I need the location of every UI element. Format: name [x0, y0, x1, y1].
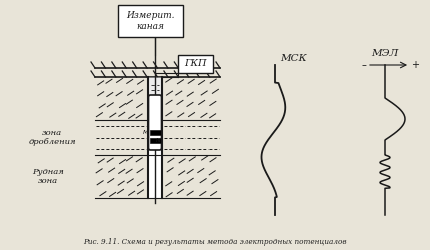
Text: –: – — [361, 60, 366, 70]
Bar — [150, 130, 160, 135]
Text: зона
дробления: зона дробления — [28, 129, 76, 146]
FancyBboxPatch shape — [148, 95, 162, 150]
Bar — [148, 77, 162, 198]
Text: Рудная
зона: Рудная зона — [32, 168, 64, 185]
Text: МЭЛ: МЭЛ — [372, 49, 399, 58]
Text: МСК: МСК — [280, 54, 307, 63]
Text: N: N — [156, 138, 161, 143]
Text: ГКП: ГКП — [184, 60, 207, 68]
Bar — [150, 138, 160, 143]
Bar — [149, 77, 161, 120]
Text: Измерит.
каная: Измерит. каная — [126, 11, 175, 31]
Text: M: M — [143, 130, 148, 136]
Bar — [178, 55, 213, 73]
Text: Рис. 9.11. Схема и результаты метода электродных потенциалов: Рис. 9.11. Схема и результаты метода эле… — [83, 238, 347, 246]
Bar — [118, 5, 183, 37]
Text: +: + — [411, 60, 419, 70]
